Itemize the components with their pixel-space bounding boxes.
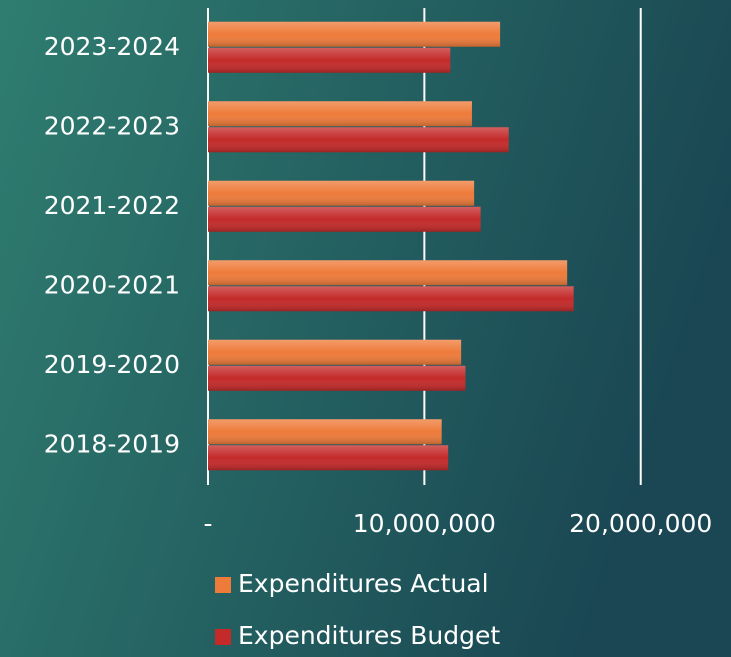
y-tick-label: 2020-2021: [44, 270, 180, 299]
bar-shade: [208, 101, 472, 127]
legend-swatch: [215, 577, 231, 593]
bar-shade: [208, 21, 501, 47]
legend-label: Expenditures Budget: [238, 621, 500, 650]
bar-shade: [208, 206, 481, 232]
bar-shade: [208, 127, 509, 153]
x-tick-label: -: [203, 509, 212, 538]
x-tick-label: 20,000,000: [569, 509, 712, 538]
bar-shade: [208, 286, 574, 312]
bar-shade: [208, 445, 449, 471]
bar-shade: [208, 365, 466, 391]
y-tick-label: 2023-2024: [44, 32, 180, 61]
bar-shade: [208, 419, 442, 445]
legend-label: Expenditures Actual: [238, 569, 489, 598]
bar-shade: [208, 339, 462, 365]
x-tick-label: 10,000,000: [353, 509, 496, 538]
bar-shade: [208, 260, 568, 286]
y-tick-label: 2018-2019: [44, 429, 180, 458]
bar-shade: [208, 180, 475, 206]
y-tick-label: 2021-2022: [44, 191, 180, 220]
y-tick-label: 2022-2023: [44, 111, 180, 140]
y-tick-label: 2019-2020: [44, 350, 180, 379]
legend-swatch: [215, 629, 231, 645]
bar-shade: [208, 47, 451, 73]
